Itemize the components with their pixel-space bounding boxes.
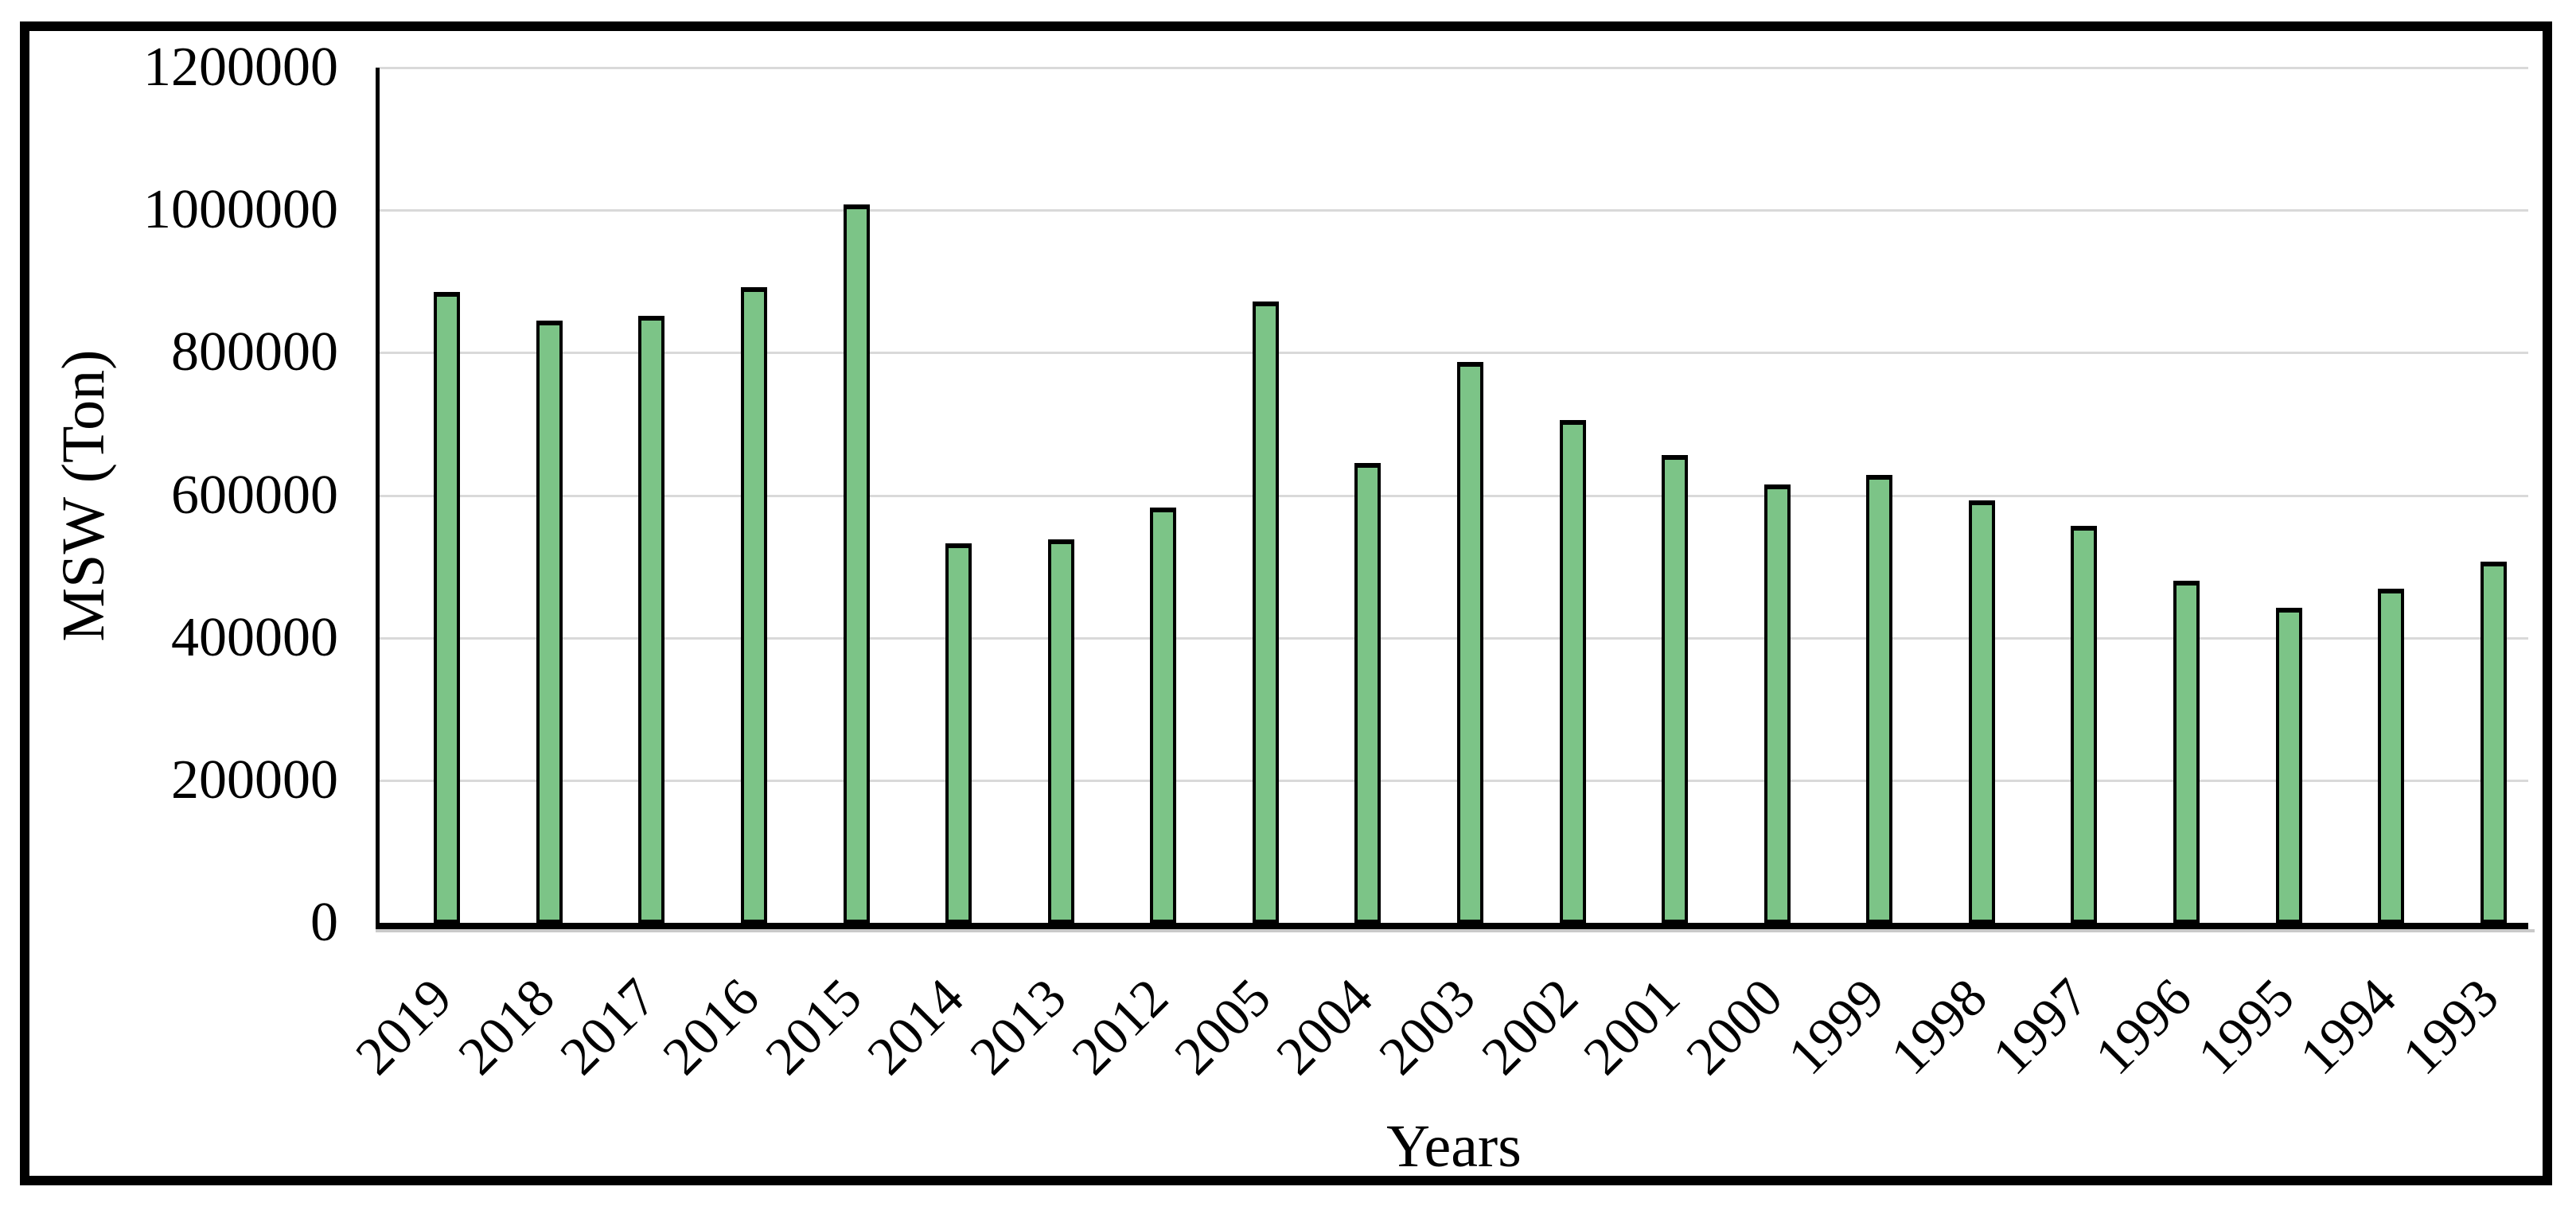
bar-2019 bbox=[434, 292, 460, 923]
x-tick-label: 1994 bbox=[2288, 967, 2407, 1087]
x-tick-label: 1999 bbox=[1776, 967, 1896, 1087]
x-tick-label: 2018 bbox=[446, 967, 566, 1087]
x-tick-label: 2003 bbox=[1367, 967, 1487, 1087]
chart-figure: 1200000 1000000 800000 600000 400000 200000 0 … bbox=[20, 21, 2552, 1185]
x-tick-label: 1997 bbox=[1981, 967, 2100, 1087]
x-tick-label: 2000 bbox=[1674, 967, 1794, 1087]
bar-2018 bbox=[536, 321, 563, 923]
bar-1995 bbox=[2276, 608, 2302, 923]
bar-2005 bbox=[1253, 302, 1279, 923]
gridline bbox=[380, 209, 2528, 212]
x-tick-label: 2013 bbox=[958, 967, 1078, 1087]
y-tick-label: 200000 bbox=[171, 749, 338, 811]
bar-1993 bbox=[2481, 562, 2507, 923]
plot-area: 1200000 1000000 800000 600000 400000 200000 0 … bbox=[50, 40, 2535, 1177]
gridline bbox=[380, 637, 2528, 640]
x-tick-label: 2001 bbox=[1572, 967, 1691, 1087]
y-tick-label: 400000 bbox=[171, 607, 338, 668]
x-tick-label: 2019 bbox=[344, 967, 463, 1087]
x-tick-label: 2002 bbox=[1470, 967, 1589, 1087]
x-tick-label: 1996 bbox=[2083, 967, 2203, 1087]
bar-2012 bbox=[1150, 508, 1176, 923]
bar-2000 bbox=[1764, 484, 1791, 923]
bar-1997 bbox=[2071, 526, 2097, 923]
x-tick-label: 2016 bbox=[651, 967, 770, 1087]
bar-2003 bbox=[1457, 362, 1483, 923]
x-tick-label: 1993 bbox=[2391, 967, 2510, 1087]
bar-1996 bbox=[2173, 581, 2200, 923]
gridline bbox=[380, 352, 2528, 354]
bar-2015 bbox=[844, 204, 870, 923]
bar-1994 bbox=[2378, 589, 2404, 923]
bar-2004 bbox=[1354, 463, 1381, 923]
bar-2002 bbox=[1560, 420, 1586, 923]
y-tick-label: 1200000 bbox=[143, 37, 338, 98]
bar-2017 bbox=[638, 316, 664, 923]
bar-2014 bbox=[945, 543, 972, 923]
bar-2016 bbox=[741, 287, 767, 923]
bar-1998 bbox=[1969, 500, 1995, 923]
x-axis-title: Years bbox=[1386, 1113, 1522, 1180]
x-tick-label: 2004 bbox=[1265, 967, 1384, 1087]
x-tick-label: 2015 bbox=[754, 967, 873, 1087]
x-tick-label: 2005 bbox=[1163, 967, 1282, 1087]
x-tick-label: 2014 bbox=[855, 967, 975, 1087]
y-tick-label: 800000 bbox=[171, 321, 338, 383]
gridline bbox=[380, 780, 2528, 782]
y-tick-label: 0 bbox=[310, 892, 338, 953]
y-tick-label: 600000 bbox=[171, 465, 338, 526]
y-tick-label: 1000000 bbox=[143, 179, 338, 240]
bar-2013 bbox=[1048, 539, 1074, 923]
y-axis-title: MSW (Ton) bbox=[50, 349, 117, 641]
gridline bbox=[380, 67, 2528, 69]
gridline bbox=[380, 495, 2528, 497]
x-tick-label: 1995 bbox=[2186, 967, 2305, 1087]
x-tick-label: 1998 bbox=[1879, 967, 1998, 1087]
bar-1999 bbox=[1866, 475, 1892, 923]
bar-2001 bbox=[1662, 455, 1688, 923]
x-tick-label: 2017 bbox=[548, 967, 668, 1087]
x-tick-label: 2012 bbox=[1060, 967, 1179, 1087]
